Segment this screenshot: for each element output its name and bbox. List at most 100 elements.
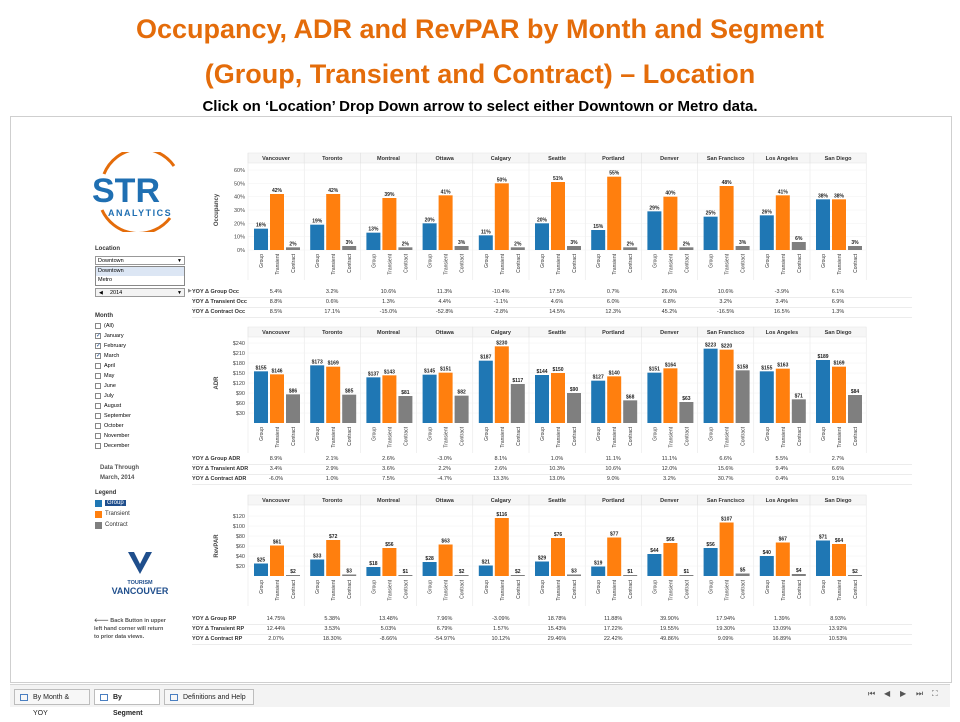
location-option-metro[interactable]: Metro xyxy=(98,277,113,283)
checkbox-unchecked[interactable] xyxy=(95,322,101,329)
yoy-cell: 9.0% xyxy=(606,476,620,482)
yoy-cell: 15.43% xyxy=(547,626,567,632)
checkbox-unchecked[interactable] xyxy=(95,392,101,399)
month-label: Month xyxy=(95,313,113,319)
category-label: Group xyxy=(765,427,771,441)
bar-value-label: $144 xyxy=(536,369,547,375)
bar-contract xyxy=(567,574,581,576)
page-title-line-1: Occupancy, ADR and RevPAR by Month and S… xyxy=(135,14,825,44)
last-sheet-icon[interactable]: ⏭ xyxy=(916,689,924,698)
fullscreen-icon[interactable]: ⛶ xyxy=(932,689,938,698)
bar-group xyxy=(703,548,718,576)
bar-value-label: $71 xyxy=(795,393,804,399)
year-prev-icon[interactable]: ◀ xyxy=(99,290,103,296)
yoy-cell: 11.88% xyxy=(604,616,623,622)
bar-value-label: 42% xyxy=(272,188,283,194)
month-option[interactable]: ✓ March xyxy=(95,352,119,361)
category-label: Group xyxy=(428,427,434,441)
month-option[interactable]: June xyxy=(95,382,116,391)
checkbox-unchecked[interactable] xyxy=(95,362,101,369)
tab-by-segment[interactable]: By Segment xyxy=(94,689,160,717)
checkbox-unchecked[interactable] xyxy=(95,412,101,419)
checkbox-checked[interactable]: ✓ xyxy=(95,342,102,349)
yoy-row: YOY Δ Transient Occ 8.8% 0.6% 1.3% 4.4% -1.1%… xyxy=(192,297,912,308)
month-option[interactable]: April xyxy=(95,362,115,371)
checkbox-checked[interactable]: ✓ xyxy=(95,332,102,339)
bar-value-label: 19% xyxy=(312,219,323,225)
checkbox-unchecked[interactable] xyxy=(95,382,101,389)
yoy-cell: 6.79% xyxy=(436,626,453,632)
category-label: Contract xyxy=(684,579,690,599)
chevron-down-icon[interactable]: ▼ xyxy=(177,290,182,296)
chevron-down-icon[interactable]: ▼ xyxy=(177,258,182,264)
location-dropdown[interactable]: Downtown ▼ xyxy=(95,256,185,265)
yoy-cell: 1.39% xyxy=(773,616,790,622)
prev-sheet-icon[interactable]: ◀ xyxy=(884,689,891,698)
bar-value-label: 3% xyxy=(739,240,747,246)
yoy-cell: 2.2% xyxy=(438,466,451,472)
month-option[interactable]: ✓ February xyxy=(95,342,126,351)
category-label: Contract xyxy=(741,579,747,599)
y-tick-label: $120 xyxy=(233,514,245,520)
category-label: Transient xyxy=(837,579,843,600)
checkbox-unchecked[interactable] xyxy=(95,402,101,409)
bar-contract xyxy=(342,246,357,250)
month-option[interactable]: September xyxy=(95,412,131,421)
bar-value-label: $56 xyxy=(385,542,394,548)
category-label: Contract xyxy=(797,253,803,273)
yoy-cell: 10.6% xyxy=(380,289,397,295)
checkbox-unchecked[interactable] xyxy=(95,442,101,449)
month-option[interactable]: November xyxy=(95,432,129,441)
category-label: Transient xyxy=(837,253,843,274)
yoy-cell: 7.5% xyxy=(382,476,395,482)
year-selector[interactable]: ◀ 2014 ▼ xyxy=(95,288,185,297)
month-option[interactable]: August xyxy=(95,402,121,411)
tab-definitions-and-help[interactable]: Definitions and Help xyxy=(164,689,254,705)
month-option[interactable]: October xyxy=(95,422,124,431)
category-label: Transient xyxy=(387,426,393,447)
category-label: Contract xyxy=(460,579,466,599)
category-label: Contract xyxy=(628,579,634,599)
location-options-list[interactable]: Downtown Metro xyxy=(95,266,185,286)
bar-value-label: 20% xyxy=(425,217,436,223)
bar-group xyxy=(647,372,662,423)
str-analytics-logo: STR ANALYTICS xyxy=(92,152,176,232)
month-option[interactable]: December xyxy=(95,442,129,451)
checkbox-checked[interactable]: ✓ xyxy=(95,352,102,359)
y-tick-label: $20 xyxy=(236,564,245,570)
bar-value-label: $66 xyxy=(666,537,675,543)
back-note-line-3: to prior data views. xyxy=(94,634,145,640)
category-label: Transient xyxy=(275,579,281,600)
bar-group xyxy=(816,360,830,423)
month-option[interactable]: July xyxy=(95,392,114,401)
first-sheet-icon[interactable]: ⏮ xyxy=(868,689,876,698)
category-label: Group xyxy=(371,427,377,441)
bar-value-label: $81 xyxy=(401,390,410,396)
bar-value-label: $90 xyxy=(570,387,579,393)
yoy-row: YOY Δ Transient RP 12.44% 3.53% 5.03% 6.79% 1… xyxy=(192,624,912,635)
category-label: Group xyxy=(484,580,490,594)
yoy-cell: 0.7% xyxy=(606,289,620,295)
yoy-cell: 17.94% xyxy=(716,616,735,622)
checkbox-unchecked[interactable] xyxy=(95,372,101,379)
city-header: Vancouver xyxy=(262,498,291,504)
y-tick-label: $120 xyxy=(233,381,245,387)
category-label: Transient xyxy=(556,426,562,447)
checkbox-unchecked[interactable] xyxy=(95,422,101,429)
year-next-icon[interactable]: ▶ xyxy=(188,288,192,294)
month-option[interactable]: (All) xyxy=(95,322,114,331)
month-option[interactable]: May xyxy=(95,372,114,381)
location-option-downtown[interactable]: Downtown xyxy=(96,267,184,276)
bar-transient xyxy=(832,544,846,576)
checkbox-unchecked[interactable] xyxy=(95,432,101,439)
yoy-cell: 39.90% xyxy=(660,616,679,622)
yoy-cell: 15.6% xyxy=(717,466,734,472)
city-header: San Francisco xyxy=(707,498,745,504)
month-option-label: October xyxy=(104,423,124,429)
month-option[interactable]: ✓ January xyxy=(95,332,124,341)
bar-group xyxy=(478,565,493,576)
next-sheet-icon[interactable]: ▶ xyxy=(900,689,907,698)
tab-by-month-yoy[interactable]: By Month & YOY xyxy=(14,689,90,717)
bar-value-label: $220 xyxy=(721,344,732,350)
category-label: Group xyxy=(484,427,490,441)
